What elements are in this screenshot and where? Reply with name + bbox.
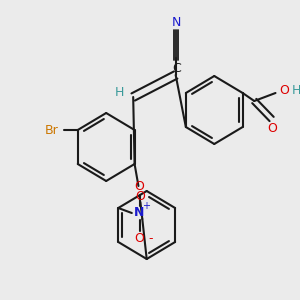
Text: O: O <box>135 232 145 245</box>
Text: O: O <box>135 181 145 194</box>
Text: N: N <box>172 16 181 28</box>
Text: O: O <box>279 85 289 98</box>
Text: N: N <box>134 206 145 220</box>
Text: H: H <box>115 86 124 100</box>
Text: O: O <box>135 190 145 202</box>
Text: Br: Br <box>45 124 58 136</box>
Text: O: O <box>268 122 278 134</box>
Text: C: C <box>172 61 181 74</box>
Text: H: H <box>292 85 300 98</box>
Text: +: + <box>142 201 150 211</box>
Text: -: - <box>148 232 152 245</box>
